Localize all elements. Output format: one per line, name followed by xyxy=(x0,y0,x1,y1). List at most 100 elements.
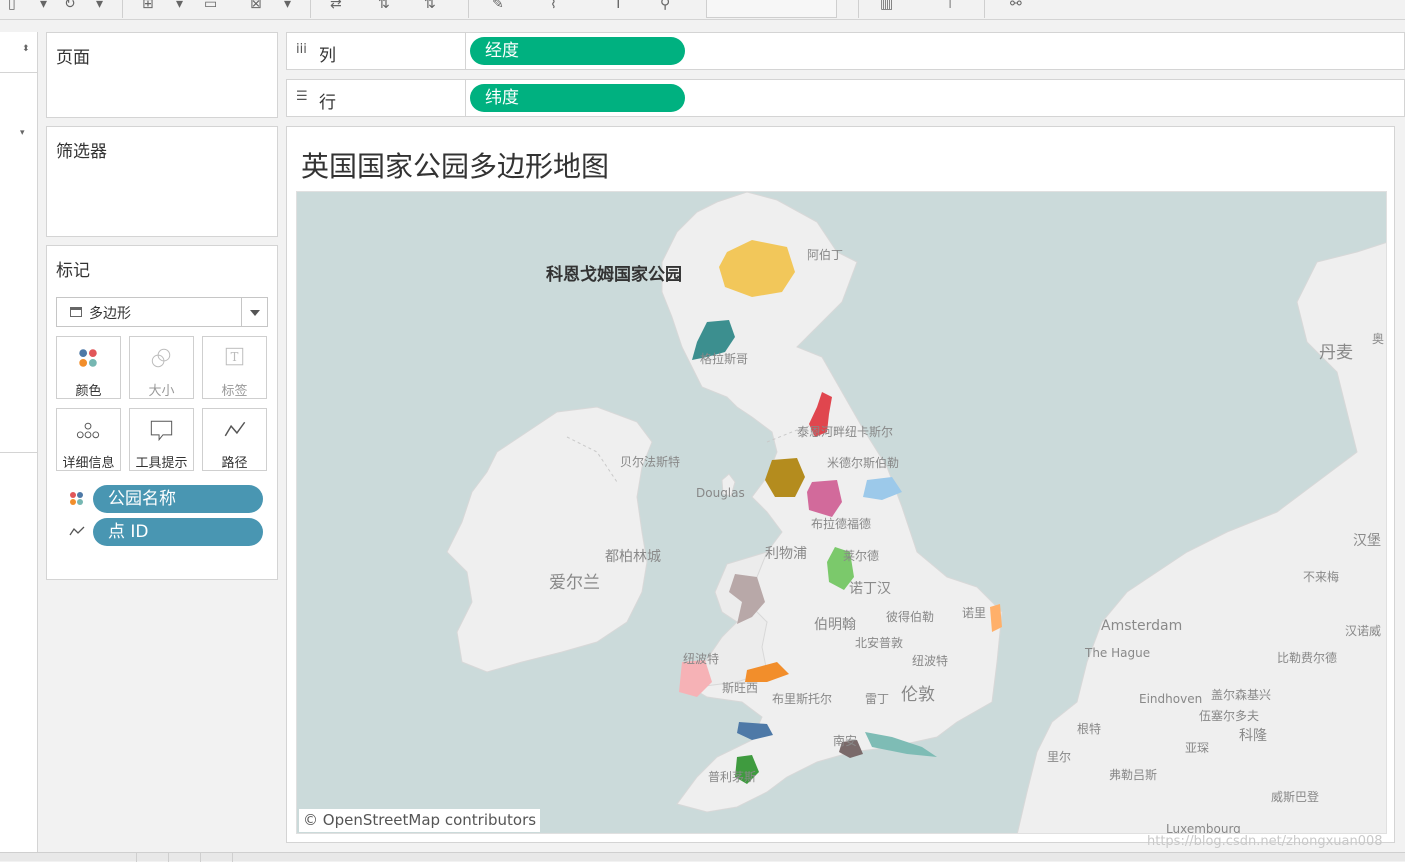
place-amsterdam: Amsterdam xyxy=(1101,618,1183,634)
place-cardiff-region: 纽波特 xyxy=(912,654,949,668)
northumberland-park[interactable] xyxy=(809,392,832,437)
tooltip-button[interactable]: 工具提示 xyxy=(129,408,194,471)
color-label: 颜色 xyxy=(75,384,102,399)
osm-attribution[interactable]: © OpenStreetMap contributors xyxy=(299,809,541,832)
place-hamburg: 汉堡 xyxy=(1353,533,1381,549)
sheet-title[interactable]: 英国国家公园多边形地图 xyxy=(301,150,610,183)
dartmoor-park[interactable] xyxy=(735,755,759,784)
lake-district-park[interactable] xyxy=(765,458,805,497)
peak-district-park[interactable] xyxy=(827,547,854,590)
group-icon[interactable]: ⌇ xyxy=(550,0,557,12)
loch-lomond-park[interactable] xyxy=(692,320,735,360)
detail-label: 详细信息 xyxy=(62,456,115,471)
chevron-down-icon[interactable]: ▾ xyxy=(96,0,104,12)
broads-park[interactable] xyxy=(990,604,1002,632)
sort-desc-icon[interactable]: ⇅ xyxy=(424,0,436,12)
place-luxembourg: Luxembourg xyxy=(1166,822,1241,834)
place-newcastle: 泰恩河畔纽卡斯尔 xyxy=(797,425,894,439)
brecon-beacons-park[interactable] xyxy=(745,662,789,682)
map-view[interactable]: 科恩戈姆国家公园 阿伯丁 格拉斯哥 贝尔法斯特 Douglas 泰恩河畔纽卡斯尔… xyxy=(296,191,1387,834)
sort-icon[interactable]: ⬍ xyxy=(22,44,30,54)
yorkshire-dales-park[interactable] xyxy=(807,480,842,517)
cairngorms-label: 科恩戈姆国家公园 xyxy=(546,265,682,285)
place-odense: 奥 xyxy=(1372,332,1385,346)
mark-type-select[interactable]: 多边形 xyxy=(56,297,268,327)
place-douglas: Douglas xyxy=(696,486,745,500)
place-denmark: 丹麦 xyxy=(1319,343,1353,363)
size-icon xyxy=(151,348,171,368)
clear-sheet-icon[interactable]: ⊠ xyxy=(250,0,262,12)
place-ghent: 根特 xyxy=(1077,722,1102,736)
place-the-hague: The Hague xyxy=(1085,646,1151,660)
place-peterborough: 彼得伯勒 xyxy=(886,610,935,624)
tooltip-icon xyxy=(150,420,173,442)
show-me-icon[interactable]: ▥ xyxy=(880,0,894,12)
chevron-down-icon[interactable]: ▾ xyxy=(40,0,48,12)
longitude-pill[interactable]: 经度 xyxy=(470,37,685,65)
chevron-down-icon[interactable]: ▾ xyxy=(176,0,184,12)
filters-title: 筛选器 xyxy=(56,142,107,162)
datasource-icon[interactable]: ▯ xyxy=(8,0,16,12)
place-liverpool: 利物浦 xyxy=(765,546,807,562)
columns-label: 列 xyxy=(319,46,336,66)
status-bar xyxy=(0,852,1405,862)
path-label: 路径 xyxy=(221,456,248,471)
place-hanover: 汉诺威 xyxy=(1345,624,1382,638)
label-button[interactable]: T 标签 xyxy=(202,336,267,399)
place-nottingham: 诺丁汉 xyxy=(849,581,891,597)
filters-card[interactable]: 筛选器 xyxy=(46,126,278,237)
snowdonia-park[interactable] xyxy=(729,574,765,624)
chevron-down-icon[interactable] xyxy=(241,298,267,326)
place-wiesbaden: 威斯巴登 xyxy=(1271,790,1320,804)
place-norwich: 诺里 xyxy=(962,606,987,620)
pages-title: 页面 xyxy=(56,48,90,68)
pembrokeshire-park[interactable] xyxy=(679,660,712,697)
place-wuppertal: 伍塞尔多夫 xyxy=(1199,709,1260,723)
path-button[interactable]: 路径 xyxy=(202,408,267,471)
path-field-icon xyxy=(69,526,85,536)
color-button[interactable]: 颜色 xyxy=(56,336,121,399)
park-name-pill[interactable]: 公园名称 xyxy=(93,485,263,513)
place-brussels: 亚琛 xyxy=(1185,741,1210,755)
fit-dropdown[interactable] xyxy=(706,0,837,18)
size-button[interactable]: 大小 xyxy=(129,336,194,399)
pin-icon[interactable]: ⚲ xyxy=(660,0,671,12)
chevron-down-icon[interactable]: ▾ xyxy=(20,128,25,138)
north-york-moors-park[interactable] xyxy=(863,477,902,500)
text-label-icon: T xyxy=(225,347,244,366)
place-leeds: 莱尔德 xyxy=(843,549,880,563)
place-bristol: 布里斯托尔 xyxy=(772,692,833,706)
redo-icon[interactable]: ↻ xyxy=(64,0,76,12)
point-id-pill[interactable]: 点 ID xyxy=(93,518,263,546)
rows-shelf: ☰ 行 纬度 xyxy=(286,79,1405,117)
sort-asc-icon[interactable]: ⇅ xyxy=(378,0,390,12)
marks-title: 标记 xyxy=(56,261,90,281)
new-sheet-icon[interactable]: ⊞ xyxy=(142,0,154,12)
swap-icon[interactable]: ⇄ xyxy=(330,0,342,12)
south-downs-park[interactable] xyxy=(865,732,937,757)
mark-type-value: 多边形 xyxy=(89,306,131,322)
cairngorms-park[interactable] xyxy=(719,240,795,297)
place-dublin: 都柏林城 xyxy=(605,549,661,565)
marks-card: 标记 多边形 颜色 大小 T 标签 详细信息 工具提 xyxy=(46,245,278,580)
highlight-icon[interactable]: ✎ xyxy=(492,0,504,12)
presentation-icon[interactable]: ⊤ xyxy=(944,0,957,12)
place-bielefeld: 比勒费尔德 xyxy=(1277,651,1338,665)
latitude-pill[interactable]: 纬度 xyxy=(470,84,685,112)
place-plymouth: 普利茅斯 xyxy=(708,770,757,784)
duplicate-sheet-icon[interactable]: ▭ xyxy=(204,0,218,12)
place-reading: 雷丁 xyxy=(865,692,890,706)
new-forest-park[interactable] xyxy=(839,740,863,758)
place-frankfurt: 弗勒吕斯 xyxy=(1109,768,1158,782)
polygon-icon xyxy=(70,307,82,317)
columns-icon: iii xyxy=(296,42,307,57)
svg-text:T: T xyxy=(231,350,239,364)
exmoor-park[interactable] xyxy=(737,722,773,740)
label-icon[interactable]: T xyxy=(614,0,623,12)
label-label: 标签 xyxy=(221,384,248,399)
detail-button[interactable]: 详细信息 xyxy=(56,408,121,471)
share-icon[interactable]: ⚯ xyxy=(1010,0,1022,12)
pages-card[interactable]: 页面 xyxy=(46,32,278,118)
data-pane-strip: ⬍ ▾ xyxy=(0,32,38,861)
chevron-down-icon[interactable]: ▾ xyxy=(284,0,292,12)
